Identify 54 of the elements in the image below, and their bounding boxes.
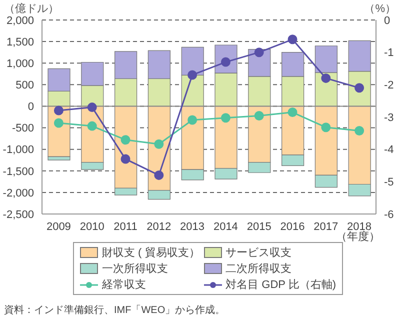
x-axis-title: （年度）	[336, 230, 380, 244]
x-tick-label: 2016	[280, 220, 305, 233]
x-tick-label: 2012	[146, 220, 172, 233]
point	[254, 110, 264, 120]
y-tick-label: 0	[28, 101, 34, 114]
text: 資料：インド準備銀行、IMF「WEO」から作成。	[4, 304, 226, 317]
point	[188, 70, 198, 80]
point	[288, 34, 298, 44]
legend-label: 経常収支	[102, 278, 146, 292]
y-tick-label: -2,500	[2, 208, 34, 221]
y-tick-label: 2,000	[6, 14, 34, 27]
x-tick-label: 2013	[180, 220, 205, 233]
x-tick-label: 2017	[314, 220, 338, 233]
point	[354, 126, 364, 136]
x-tick-label: 2015	[246, 220, 272, 233]
legend-label: 財収支 ( 貿易収支）	[102, 246, 200, 260]
point	[288, 108, 298, 118]
point	[220, 113, 230, 123]
y-tick-label: -1,500	[2, 166, 34, 178]
y-tick-label: 500	[16, 80, 34, 92]
y2-tick-label: -2	[384, 80, 394, 92]
y2-tick-label: -3	[384, 112, 394, 124]
point	[321, 122, 331, 132]
x-tick-label: 2014	[213, 220, 238, 233]
y-tick-label: -500	[12, 122, 34, 135]
point	[54, 106, 64, 116]
y-tick-label: -1,000	[2, 144, 34, 156]
point	[154, 170, 164, 180]
legend-label: サービス収支	[226, 246, 292, 260]
x-tick-label: 2011	[114, 220, 138, 233]
legend-label: 一次所得収支	[102, 262, 168, 276]
point	[188, 115, 198, 125]
point	[87, 102, 97, 112]
y2-axis-title: （%）	[364, 2, 396, 16]
y-tick-label: -2,000	[2, 187, 34, 200]
x-tick-label: 2009	[46, 220, 71, 233]
point	[321, 73, 331, 83]
legend-label: 二次所得収支	[226, 262, 292, 276]
point	[120, 135, 130, 145]
y-tick-label: 1,000	[6, 58, 34, 70]
point	[87, 121, 97, 131]
legend-label: 対名目 GDP 比（右軸)	[226, 278, 336, 292]
point	[154, 139, 164, 149]
y-axis-title: （億ドル）	[4, 2, 59, 16]
y2-tick-label: -5	[384, 176, 394, 189]
point	[120, 154, 130, 164]
x-tick-label: 2010	[80, 220, 104, 233]
point	[54, 118, 64, 128]
y2-tick-label: -1	[384, 47, 394, 60]
y-tick-label: 1,500	[6, 36, 34, 48]
y2-tick-label: -6	[384, 208, 394, 221]
y2-tick-label: -4	[384, 144, 394, 156]
y2-tick-label: 0	[384, 14, 390, 27]
point	[254, 48, 264, 58]
